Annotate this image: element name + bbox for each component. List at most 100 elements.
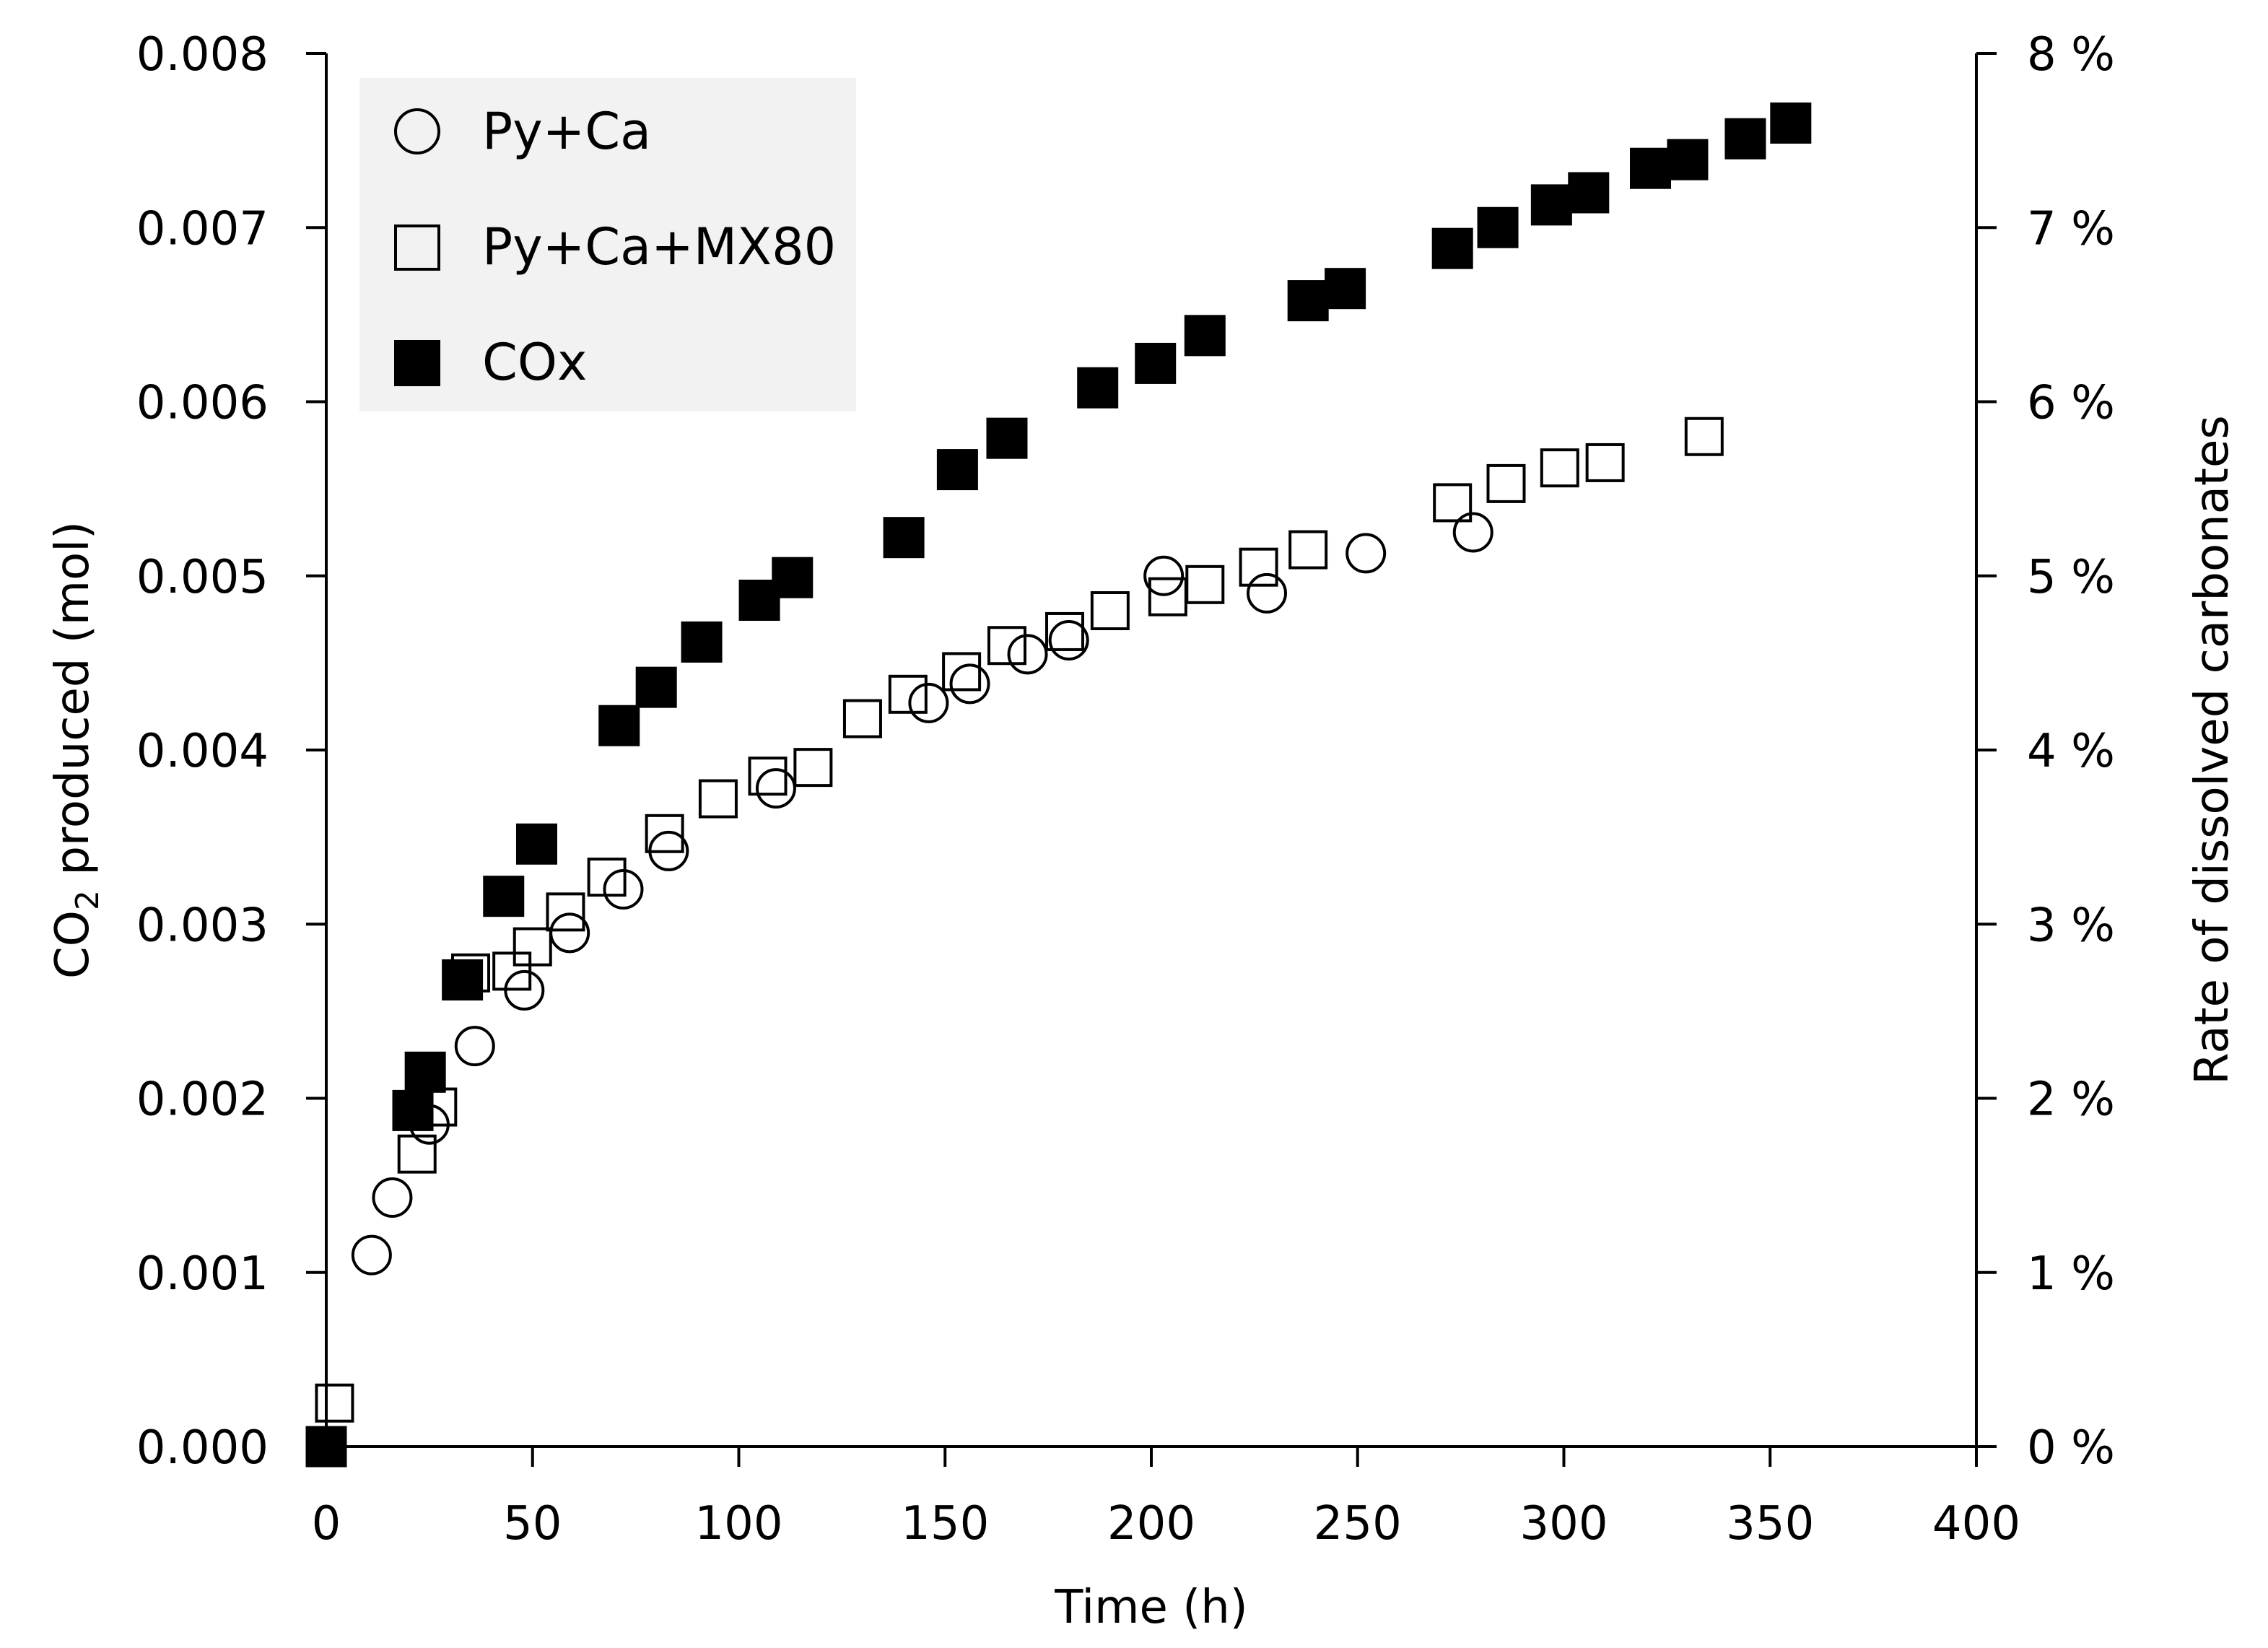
data-point xyxy=(1184,315,1226,357)
data-point xyxy=(987,626,1026,666)
legend-label-py-ca-mx80: Py+Ca+MX80 xyxy=(482,217,836,276)
y-tick-label: 0.005 xyxy=(136,551,269,604)
data-point xyxy=(942,652,982,692)
data-point xyxy=(1540,448,1579,488)
data-point xyxy=(1287,280,1329,322)
series-cox xyxy=(305,103,1812,1468)
data-points xyxy=(305,103,1812,1468)
data-point xyxy=(392,1089,434,1131)
data-point xyxy=(1477,206,1519,248)
data-point xyxy=(648,830,689,871)
data-point xyxy=(1431,227,1473,269)
x-tick-label: 50 xyxy=(503,1497,562,1551)
axis-ticks xyxy=(306,52,1997,1467)
data-point xyxy=(1077,367,1119,409)
y2-tick-label: 5 % xyxy=(2027,551,2115,604)
data-point xyxy=(986,417,1028,459)
data-point xyxy=(546,892,585,932)
data-point xyxy=(1630,147,1672,189)
data-point xyxy=(772,557,814,598)
x-tick-label: 400 xyxy=(1932,1497,2020,1551)
x-tick-label: 300 xyxy=(1519,1497,1608,1551)
data-point xyxy=(1048,620,1089,661)
data-point xyxy=(738,580,780,622)
y2-tick-label: 6 % xyxy=(2027,377,2115,430)
data-point xyxy=(635,666,677,708)
data-point xyxy=(748,757,788,796)
x-tick-label: 150 xyxy=(901,1497,989,1551)
y2-axis-title: Rate of dissolved carbonates xyxy=(2186,415,2239,1084)
data-point xyxy=(1433,483,1473,523)
data-point xyxy=(404,1051,446,1093)
x-axis-title: Time (h) xyxy=(1054,1581,1247,1634)
legend-marker-py-ca xyxy=(394,108,440,154)
y2-tick-label: 7 % xyxy=(2027,202,2115,256)
y-tick-label: 0.006 xyxy=(136,377,269,430)
y2-tick-label: 2 % xyxy=(2027,1073,2115,1127)
data-point xyxy=(949,663,990,705)
data-point xyxy=(603,869,644,910)
tick-labels: 0 50 100 150 200 250 300 350 400 0.000 0.001 0.002 0… xyxy=(136,28,2115,1551)
legend-label-cox: COx xyxy=(482,333,587,392)
data-point xyxy=(1684,417,1724,456)
data-point xyxy=(1288,530,1328,570)
data-point xyxy=(1135,342,1177,384)
legend: Py+Ca Py+Ca+MX80 COx xyxy=(394,102,836,392)
data-point xyxy=(1185,564,1225,604)
y-tick-label: 0.000 xyxy=(136,1421,269,1475)
legend-label-py-ca: Py+Ca xyxy=(482,102,651,161)
y-tick-label: 0.008 xyxy=(136,28,269,82)
data-point xyxy=(888,674,928,714)
data-point xyxy=(372,1177,413,1218)
y2-tick-label: 0 % xyxy=(2027,1421,2115,1475)
data-point xyxy=(755,768,796,809)
data-point xyxy=(1044,611,1084,651)
data-point xyxy=(504,969,545,1011)
data-point xyxy=(1345,533,1387,574)
data-point xyxy=(397,1134,437,1174)
y-tick-label: 0.007 xyxy=(136,202,269,256)
data-point xyxy=(1239,547,1278,587)
data-point xyxy=(598,705,640,746)
data-point xyxy=(454,1026,495,1067)
data-point xyxy=(1568,172,1610,214)
y2-tick-label: 1 % xyxy=(2027,1247,2115,1301)
data-point xyxy=(1247,572,1288,614)
data-point xyxy=(936,449,978,491)
data-point xyxy=(513,927,552,967)
y-tick-label: 0.002 xyxy=(136,1073,269,1127)
data-point xyxy=(1770,103,1812,144)
data-point xyxy=(1007,634,1048,675)
data-point xyxy=(483,876,525,917)
data-point xyxy=(315,1383,354,1423)
data-point xyxy=(1530,184,1572,226)
data-point xyxy=(908,682,949,723)
x-tick-label: 100 xyxy=(694,1497,782,1551)
data-point xyxy=(1724,118,1766,160)
data-point xyxy=(1585,442,1625,482)
data-point xyxy=(549,912,590,954)
legend-box xyxy=(359,78,856,411)
data-point xyxy=(1143,555,1185,596)
data-point xyxy=(1452,512,1493,553)
data-point xyxy=(442,959,484,1000)
legend-marker-cox xyxy=(394,340,440,386)
y-tick-label: 0.004 xyxy=(136,725,269,778)
data-point xyxy=(1090,591,1130,630)
data-point xyxy=(1325,268,1366,310)
data-point xyxy=(515,823,557,865)
data-point xyxy=(305,1426,347,1468)
y-tick-label: 0.003 xyxy=(136,899,269,952)
x-tick-label: 250 xyxy=(1314,1497,1402,1551)
x-tick-label: 0 xyxy=(312,1497,341,1551)
legend-marker-py-ca-mx80 xyxy=(394,224,440,271)
x-tick-label: 200 xyxy=(1107,1497,1195,1551)
data-point xyxy=(1667,139,1709,180)
data-point xyxy=(698,779,738,819)
y2-tick-label: 8 % xyxy=(2027,28,2115,82)
data-point xyxy=(645,814,684,853)
x-tick-label: 350 xyxy=(1726,1497,1814,1551)
data-point xyxy=(842,699,882,738)
data-point xyxy=(1486,463,1526,503)
